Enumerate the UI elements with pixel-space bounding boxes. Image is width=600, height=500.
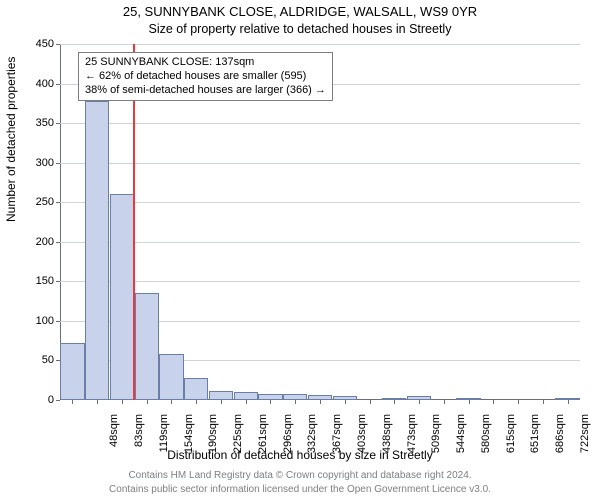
- y-tick-mark: [56, 400, 60, 401]
- annotation-line: ← 62% of detached houses are smaller (59…: [85, 70, 326, 84]
- x-tick-label: 296sqm: [282, 414, 294, 459]
- x-tick-mark: [171, 400, 172, 404]
- y-tick-mark: [56, 281, 60, 282]
- x-tick-label: 615sqm: [505, 414, 517, 459]
- histogram-bar: [60, 343, 84, 400]
- y-tick-mark: [56, 202, 60, 203]
- grid-line: [60, 202, 580, 203]
- histogram-bar: [110, 194, 134, 400]
- x-tick-label: 473sqm: [406, 414, 418, 459]
- x-tick-label: 509sqm: [430, 414, 442, 459]
- x-tick-label: 438sqm: [381, 414, 393, 459]
- y-tick-mark: [56, 44, 60, 45]
- x-tick-mark: [518, 400, 519, 404]
- x-tick-mark: [270, 400, 271, 404]
- x-tick-mark: [370, 400, 371, 404]
- annotation-box: 25 SUNNYBANK CLOSE: 137sqm← 62% of detac…: [78, 52, 333, 101]
- histogram-bar: [234, 392, 258, 400]
- x-tick-label: 119sqm: [158, 414, 170, 459]
- x-tick-label: 48sqm: [108, 414, 120, 459]
- x-tick-mark: [444, 400, 445, 404]
- y-tick-label: 300: [14, 157, 54, 169]
- histogram-bar: [159, 354, 183, 400]
- x-tick-label: 261sqm: [257, 414, 269, 459]
- y-tick-mark: [56, 163, 60, 164]
- x-tick-label: 83sqm: [133, 414, 145, 459]
- x-tick-label: 367sqm: [331, 414, 343, 459]
- y-tick-label: 150: [14, 275, 54, 287]
- chart-subtitle: Size of property relative to detached ho…: [0, 22, 600, 36]
- x-tick-label: 154sqm: [183, 414, 195, 459]
- x-tick-mark: [568, 400, 569, 404]
- histogram-bar: [85, 101, 109, 400]
- footer-copyright-1: Contains HM Land Registry data © Crown c…: [0, 470, 600, 481]
- y-tick-label: 250: [14, 196, 54, 208]
- x-tick-label: 332sqm: [306, 414, 318, 459]
- x-tick-label: 544sqm: [455, 414, 467, 459]
- y-tick-label: 200: [14, 236, 54, 248]
- histogram-bar: [209, 391, 233, 400]
- x-tick-mark: [97, 400, 98, 404]
- grid-line: [60, 242, 580, 243]
- x-tick-label: 190sqm: [207, 414, 219, 459]
- y-tick-mark: [56, 360, 60, 361]
- grid-line: [60, 281, 580, 282]
- x-tick-mark: [295, 400, 296, 404]
- y-tick-label: 400: [14, 78, 54, 90]
- annotation-line: 38% of semi-detached houses are larger (…: [85, 84, 326, 98]
- histogram-bar: [184, 378, 208, 400]
- y-tick-mark: [56, 84, 60, 85]
- x-tick-mark: [394, 400, 395, 404]
- x-tick-mark: [493, 400, 494, 404]
- x-tick-mark: [122, 400, 123, 404]
- x-tick-mark: [221, 400, 222, 404]
- annotation-line: 25 SUNNYBANK CLOSE: 137sqm: [85, 56, 326, 70]
- x-tick-label: 403sqm: [356, 414, 368, 459]
- y-tick-label: 450: [14, 38, 54, 50]
- x-tick-label: 722sqm: [579, 414, 591, 459]
- x-tick-mark: [196, 400, 197, 404]
- y-tick-label: 350: [14, 117, 54, 129]
- grid-line: [60, 163, 580, 164]
- x-tick-mark: [469, 400, 470, 404]
- x-tick-label: 651sqm: [529, 414, 541, 459]
- x-tick-label: 580sqm: [480, 414, 492, 459]
- x-tick-mark: [320, 400, 321, 404]
- x-tick-label: 225sqm: [232, 414, 244, 459]
- y-tick-label: 100: [14, 315, 54, 327]
- y-tick-mark: [56, 321, 60, 322]
- x-tick-mark: [246, 400, 247, 404]
- grid-line: [60, 44, 580, 45]
- y-tick-mark: [56, 123, 60, 124]
- y-tick-mark: [56, 242, 60, 243]
- footer-copyright-2: Contains public sector information licen…: [0, 484, 600, 495]
- x-tick-mark: [543, 400, 544, 404]
- x-tick-mark: [345, 400, 346, 404]
- x-tick-mark: [72, 400, 73, 404]
- x-tick-mark: [147, 400, 148, 404]
- chart-title: 25, SUNNYBANK CLOSE, ALDRIDGE, WALSALL, …: [0, 4, 600, 19]
- grid-line: [60, 123, 580, 124]
- x-tick-mark: [419, 400, 420, 404]
- y-tick-label: 0: [14, 394, 54, 406]
- x-tick-label: 686sqm: [554, 414, 566, 459]
- histogram-bar: [135, 293, 159, 400]
- y-tick-label: 50: [14, 354, 54, 366]
